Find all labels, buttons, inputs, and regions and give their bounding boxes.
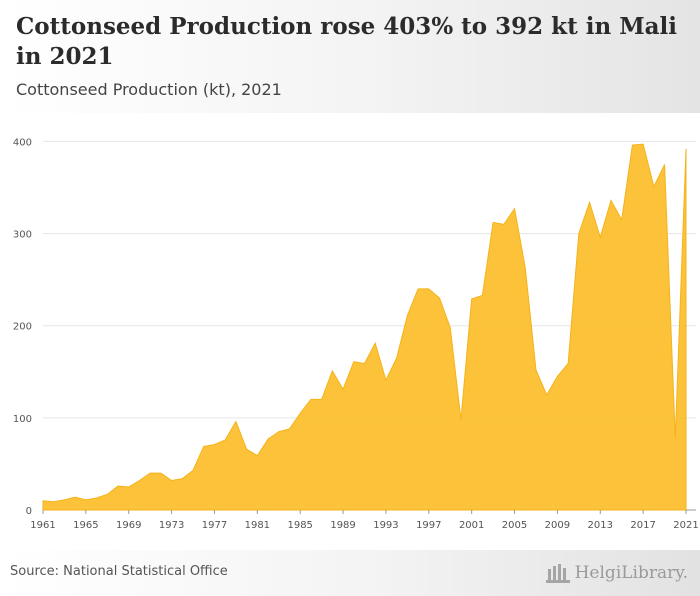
production-area (42, 143, 687, 511)
data-point (74, 496, 76, 498)
data-point (653, 185, 655, 187)
data-point (278, 430, 280, 432)
header: Cottonseed Production rose 403% to 392 k… (0, 0, 700, 113)
data-point (138, 479, 140, 481)
data-point (213, 443, 215, 445)
x-tick-label: 1965 (73, 520, 98, 531)
data-point (556, 375, 558, 377)
data-point (331, 370, 333, 372)
y-tick-label: 400 (13, 137, 32, 148)
data-point (406, 314, 408, 316)
data-point (588, 201, 590, 203)
data-point (631, 144, 633, 146)
data-point (449, 326, 451, 328)
data-point (642, 143, 644, 145)
x-tick-label: 2005 (502, 520, 527, 531)
data-point (417, 288, 419, 290)
x-tick-label: 1969 (116, 520, 141, 531)
data-point (160, 472, 162, 474)
chart-subtitle: Cottonseed Production (kt), 2021 (16, 80, 282, 99)
data-point (428, 288, 430, 290)
data-point (621, 219, 623, 221)
data-point (117, 485, 119, 487)
x-tick-label: 2009 (545, 520, 570, 531)
y-tick-label: 200 (13, 322, 32, 333)
data-point (503, 223, 505, 225)
data-point (85, 499, 87, 501)
x-tick-label: 1977 (202, 520, 227, 531)
data-point (685, 148, 687, 150)
data-point (106, 493, 108, 495)
data-point (535, 369, 537, 371)
data-point (170, 479, 172, 481)
data-point (320, 398, 322, 400)
x-tick-label: 2013 (588, 520, 613, 531)
source-note: Source: National Statistical Office (10, 564, 228, 579)
data-point (342, 388, 344, 390)
data-point (492, 221, 494, 223)
x-tick-label: 2021 (673, 520, 698, 531)
x-tick-label: 2017 (630, 520, 655, 531)
library-building-icon (545, 564, 570, 583)
x-tick-label: 1997 (416, 520, 441, 531)
data-point (513, 207, 515, 209)
data-point (374, 342, 376, 344)
data-point (524, 266, 526, 268)
data-point (256, 454, 258, 456)
data-point (578, 232, 580, 234)
x-tick-label: 1985 (287, 520, 312, 531)
helgi-library-logo[interactable]: HelgiLibrary. (545, 560, 688, 586)
x-tick-label: 1961 (30, 520, 55, 531)
logo-text: HelgiLibrary. (574, 563, 688, 583)
data-point (663, 163, 665, 165)
data-point (245, 448, 247, 450)
data-point (63, 499, 65, 501)
x-tick-label: 1989 (330, 520, 355, 531)
area-chart: 0 100 200 300 400 1961 1965 1969 1973 1977 1981 198… (13, 137, 699, 531)
x-tick-label: 2001 (459, 520, 484, 531)
data-point (192, 469, 194, 471)
data-point (674, 437, 676, 439)
data-point (181, 477, 183, 479)
data-point (53, 501, 55, 503)
y-tick-label: 300 (13, 230, 32, 241)
data-point (95, 497, 97, 499)
data-point (460, 419, 462, 421)
data-point (235, 420, 237, 422)
data-point (545, 394, 547, 396)
chart-title: Cottonseed Production rose 403% to 392 k… (16, 13, 678, 70)
data-point (128, 486, 130, 488)
data-point (299, 412, 301, 414)
footer: Source: National Statistical Office Helg… (0, 550, 700, 596)
data-point (224, 439, 226, 441)
data-point (599, 236, 601, 238)
data-point (267, 438, 269, 440)
data-point (395, 357, 397, 359)
data-point (363, 362, 365, 364)
data-point (42, 500, 44, 502)
x-tick-label: 1993 (373, 520, 398, 531)
y-tick-label: 100 (13, 414, 32, 425)
data-point (203, 445, 205, 447)
data-point (567, 362, 569, 364)
x-tick-label: 1973 (159, 520, 184, 531)
data-point (353, 360, 355, 362)
data-point (481, 294, 483, 296)
data-point (310, 398, 312, 400)
data-point (610, 199, 612, 201)
data-point (288, 428, 290, 430)
x-tick-label: 1981 (245, 520, 270, 531)
data-point (470, 298, 472, 300)
data-point (438, 297, 440, 299)
data-point (385, 379, 387, 381)
data-point (149, 472, 151, 474)
y-tick-label: 0 (26, 506, 32, 517)
